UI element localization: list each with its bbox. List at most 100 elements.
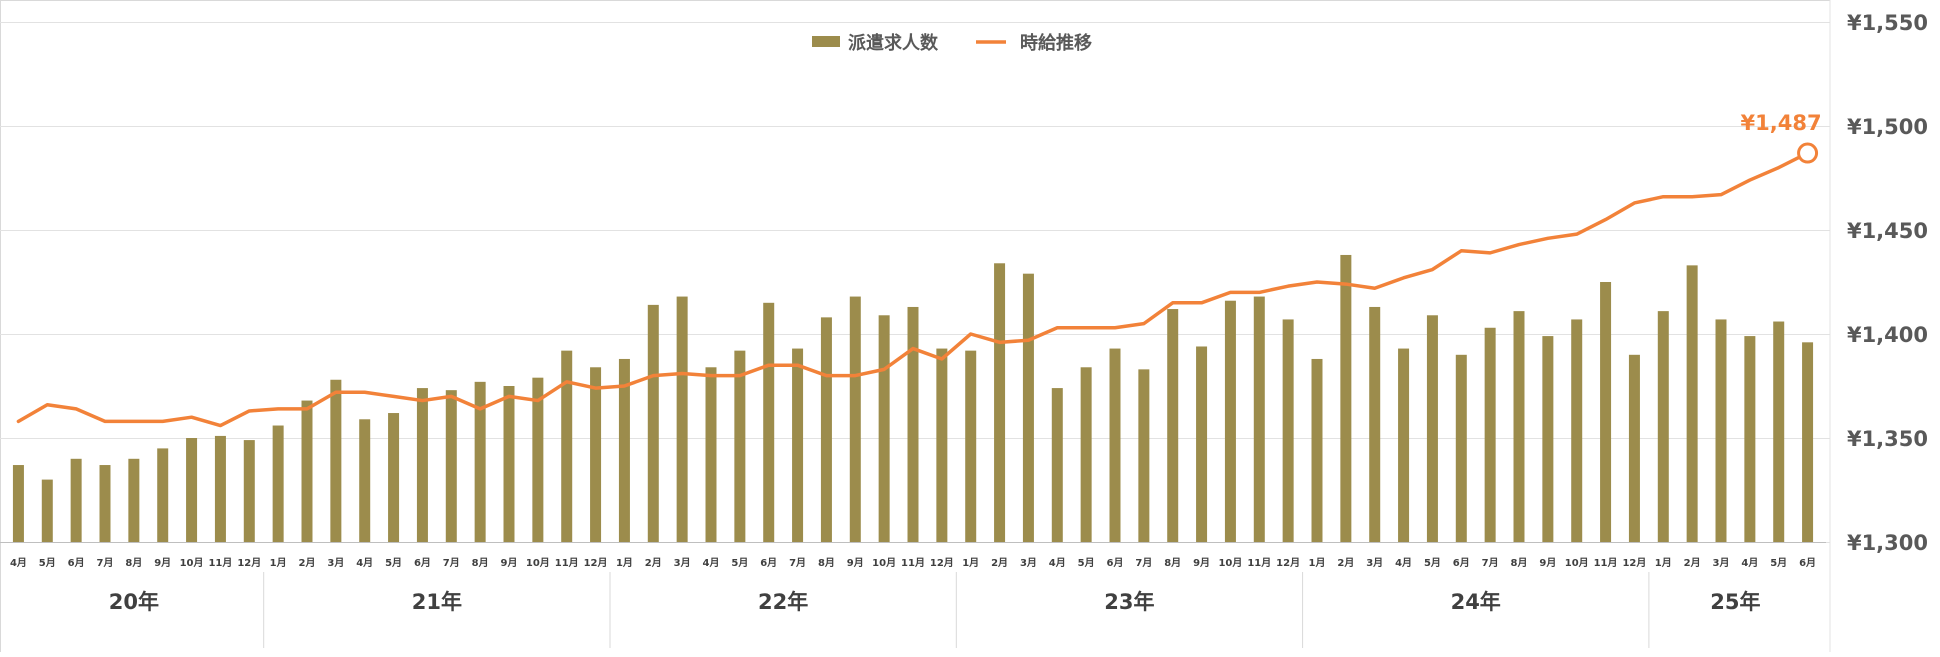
bar-12 [359,419,371,542]
bar-28 [820,317,832,542]
bar-7 [214,435,226,542]
bar-42 [1224,300,1236,542]
x-month-label: 1月 [270,557,287,569]
bar-56 [1628,354,1640,542]
bar-16 [474,381,486,542]
line-path [16,151,1810,428]
bar-27 [792,348,804,542]
gridlines [0,0,1831,652]
bar-59 [1715,319,1727,542]
x-month-label: 5月 [1424,557,1441,569]
x-month-label: 11月 [1594,557,1618,569]
x-month-label: 10月 [1218,557,1242,569]
x-month-label: 5月 [385,557,402,569]
y-tick-label: ¥1,500 [1847,115,1928,139]
x-month-label: 5月 [1770,557,1787,569]
x-month-label: 6月 [1799,557,1816,569]
bar-22 [647,304,659,542]
data-label-latest: ¥1,487 [1741,111,1822,135]
x-month-label: 11月 [901,557,925,569]
x-month-label: 1月 [1309,557,1326,569]
bar-51 [1484,327,1496,542]
x-month-label: 4月 [1741,557,1758,569]
x-month-label: 4月 [1395,557,1412,569]
x-month-label: 1月 [962,557,979,569]
x-month-label: 6月 [760,557,777,569]
x-month-label: 11月 [555,557,579,569]
x-month-label: 8月 [818,557,835,569]
x-month-label: 5月 [1078,557,1095,569]
bar-40 [1167,309,1179,542]
legend-label-bar: 派遣求人数 [848,32,939,54]
x-month-label: 5月 [39,557,56,569]
y-axis-ticks: ¥1,550 ¥1,500 ¥1,450 ¥1,400 ¥1,350 ¥1,300 [1847,11,1928,555]
x-month-label: 10月 [526,557,550,569]
bar-23 [676,296,688,542]
bar-4 [128,458,140,542]
bar-1 [41,479,53,542]
bar-24 [705,367,717,542]
bar-35 [1022,273,1034,542]
x-axis-years: 20年 21年 22年 23年 24年 25年 [109,572,1761,648]
bar-45 [1311,358,1323,542]
bar-11 [330,379,342,542]
line-series [16,151,1810,428]
x-month-label: 9月 [501,557,518,569]
bar-0 [12,465,24,542]
x-month-label: 4月 [10,557,27,569]
x-month-label: 8月 [125,557,142,569]
x-month-label: 12月 [930,557,954,569]
x-month-label: 6月 [1453,557,1470,569]
bar-17 [503,386,515,542]
bar-6 [186,438,198,542]
y-tick-label: ¥1,550 [1847,11,1928,35]
x-month-label: 10月 [180,557,204,569]
bar-25 [734,350,746,542]
bar-52 [1513,311,1525,542]
bar-49 [1426,315,1438,542]
bar-60 [1744,336,1756,542]
x-year-label: 23年 [1104,590,1154,614]
bar-58 [1686,265,1698,542]
y-tick-label: ¥1,350 [1847,427,1928,451]
x-month-label: 11月 [1247,557,1271,569]
x-month-label: 10月 [872,557,896,569]
bar-29 [849,296,861,542]
bar-5 [157,448,169,542]
bar-62 [1802,342,1814,542]
x-month-label: 9月 [1193,557,1210,569]
x-month-label: 8月 [1164,557,1181,569]
bar-18 [532,377,544,542]
bar-46 [1340,254,1352,542]
bar-32 [936,348,948,542]
x-month-label: 2月 [991,557,1008,569]
x-month-label: 12月 [1622,557,1646,569]
bar-55 [1600,282,1612,542]
bar-44 [1282,319,1294,542]
x-month-label: 7月 [789,557,806,569]
bar-37 [1080,367,1092,542]
x-month-label: 7月 [1135,557,1152,569]
bar-47 [1369,306,1381,542]
x-year-label: 21年 [412,590,462,614]
x-month-label: 3月 [327,557,344,569]
x-month-label: 12月 [1276,557,1300,569]
bar-14 [416,388,428,542]
bar-57 [1657,311,1669,542]
bar-31 [907,306,919,542]
x-month-label: 3月 [674,557,691,569]
x-month-label: 8月 [1511,557,1528,569]
x-month-label: 11月 [208,557,232,569]
bar-9 [272,425,284,542]
x-month-label: 2月 [1684,557,1701,569]
x-month-label: 9月 [154,557,171,569]
x-month-label: 4月 [703,557,720,569]
bar-15 [445,390,457,542]
bar-54 [1571,319,1583,542]
bar-21 [618,358,630,542]
bar-39 [1138,369,1150,542]
y-tick-label: ¥1,400 [1847,323,1928,347]
bar-50 [1455,354,1467,542]
